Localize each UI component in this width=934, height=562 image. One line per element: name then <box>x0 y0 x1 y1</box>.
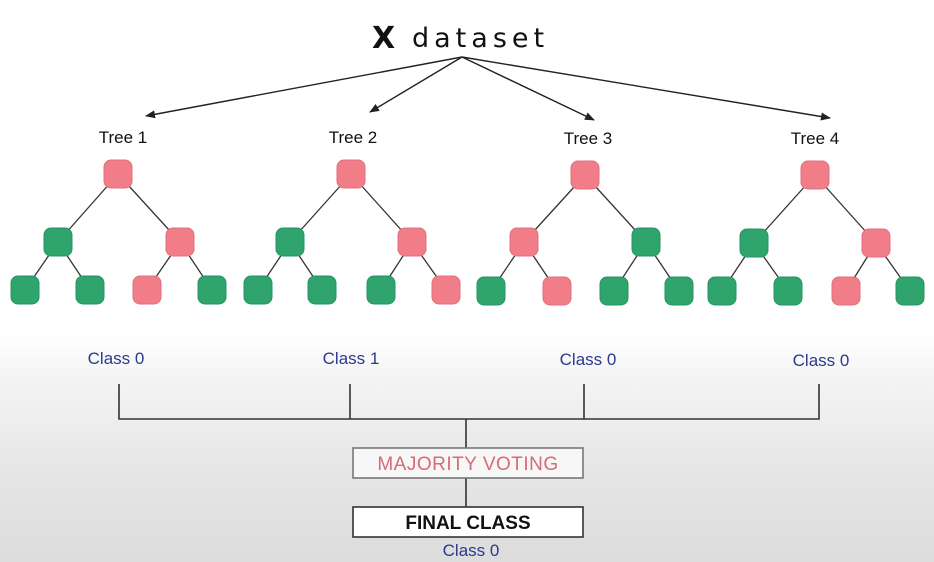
vote-connectors <box>118 384 820 507</box>
leaf-node <box>197 275 227 305</box>
leaf-node <box>831 276 861 306</box>
tree-class-label: Class 0 <box>88 349 145 368</box>
internal-node <box>275 227 305 257</box>
internal-node <box>739 228 769 258</box>
tree-class-label: Class 0 <box>560 350 617 369</box>
arrow-to-tree-3 <box>461 56 595 121</box>
tree-4: Tree 4 Class 0 <box>707 129 925 370</box>
majority-voting-box: MAJORITY VOTING <box>352 447 584 479</box>
tree-label: Tree 3 <box>564 129 613 148</box>
leaf-node <box>664 276 694 306</box>
arrow-to-tree-1 <box>145 56 463 119</box>
tree-label: Tree 1 <box>99 128 148 147</box>
root-node <box>103 159 133 189</box>
final-class-label: FINAL CLASS <box>405 513 530 534</box>
arrow-to-tree-2 <box>369 56 463 113</box>
leaf-node <box>773 276 803 306</box>
leaf-node <box>10 275 40 305</box>
tree-2: Tree 2 Class 1 <box>243 128 461 368</box>
leaf-node <box>307 275 337 305</box>
internal-node <box>165 227 195 257</box>
tree-label: Tree 2 <box>329 128 378 147</box>
internal-node <box>631 227 661 257</box>
dataset-symbol: X <box>372 21 395 56</box>
majority-voting-frame <box>352 447 584 479</box>
tree-3: Tree 3 Class 0 <box>476 129 694 369</box>
leaf-node <box>599 276 629 306</box>
root-node <box>800 160 830 190</box>
root-node <box>336 159 366 189</box>
internal-node <box>397 227 427 257</box>
tree-class-label: Class 1 <box>323 349 380 368</box>
leaf-node <box>476 276 506 306</box>
leaf-node <box>75 275 105 305</box>
leaf-node <box>366 275 396 305</box>
internal-node <box>43 227 73 257</box>
root-node <box>570 160 600 190</box>
internal-node <box>509 227 539 257</box>
leaf-node <box>132 275 162 305</box>
leaf-node <box>707 276 737 306</box>
leaf-node <box>542 276 572 306</box>
tree-label: Tree 4 <box>791 129 840 148</box>
final-class-frame <box>352 506 584 538</box>
dataset-title: dataset <box>412 23 549 54</box>
arrow-to-tree-4 <box>461 56 831 121</box>
tree-1: Tree 1 Class 0 <box>10 128 227 368</box>
final-class-value: Class 0 <box>443 541 500 560</box>
leaf-node <box>431 275 461 305</box>
leaf-node <box>243 275 273 305</box>
majority-voting-label: MAJORITY VOTING <box>377 454 558 475</box>
dataset-arrows <box>145 56 831 121</box>
final-class-box: FINAL CLASS <box>352 506 584 538</box>
vote-bracket <box>118 384 820 420</box>
leaf-node <box>895 276 925 306</box>
tree-class-label: Class 0 <box>793 351 850 370</box>
internal-node <box>861 228 891 258</box>
